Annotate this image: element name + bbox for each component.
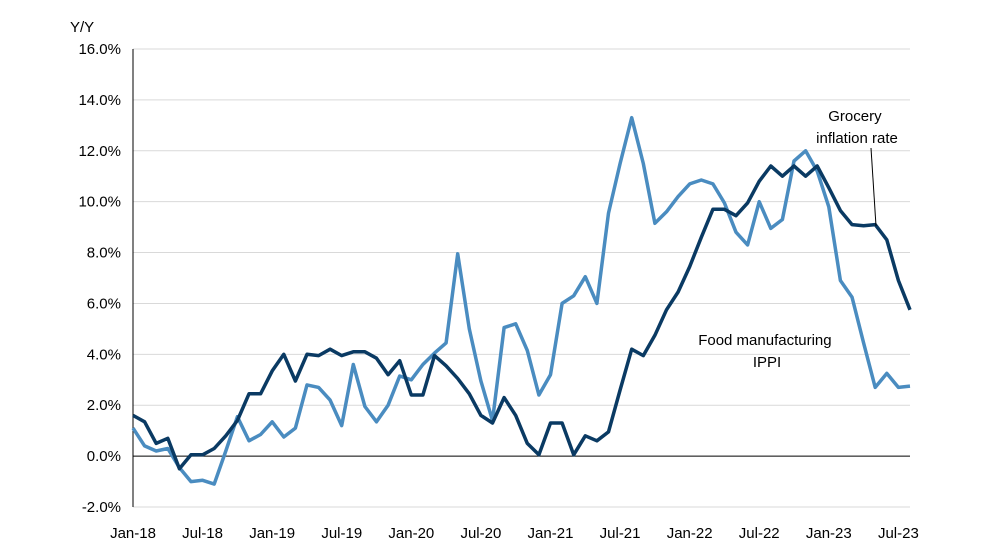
y-tick-label: 8.0% — [87, 245, 121, 262]
x-tick-label: Jan-18 — [110, 525, 156, 542]
y-tick-label: 12.0% — [78, 143, 121, 160]
annotation-ippi-line1: Food manufacturing — [698, 332, 831, 349]
x-tick-label: Jul-21 — [600, 525, 641, 542]
x-tick-label: Jul-23 — [878, 525, 919, 542]
annotation-ippi: Food manufacturing IPPI — [698, 332, 836, 371]
series-line-food-manufacturing-ippi — [131, 115, 911, 486]
series-lines — [131, 115, 912, 486]
annotation-grocery-line1: Grocery — [828, 108, 882, 125]
annotation-grocery-line2: inflation rate — [816, 130, 898, 147]
x-tick-labels: Jan-18 Jul-18 Jan-19 Jul-19 Jan-20 Jul-20 Jan-… — [110, 525, 919, 542]
y-tick-label: 4.0% — [87, 346, 121, 363]
y-axis-label: Y/Y — [70, 19, 94, 36]
y-tick-labels: -2.0% 0.0% 2.0% 4.0% 6.0% 8.0% 10.0% 12.0% 14.0%… — [78, 41, 121, 516]
series-line-grocery-inflation — [132, 164, 912, 471]
y-tick-label: 10.0% — [78, 194, 121, 211]
x-tick-label: Jul-19 — [321, 525, 362, 542]
annotation-leader-line — [870, 147, 877, 227]
x-tick-label: Jan-19 — [249, 525, 295, 542]
y-tick-label: 6.0% — [87, 295, 121, 312]
y-tick-label: 14.0% — [78, 92, 121, 109]
x-tick-label: Jul-18 — [182, 525, 223, 542]
x-tick-label: Jul-22 — [739, 525, 780, 542]
gridlines — [133, 48, 910, 508]
x-tick-label: Jan-21 — [528, 525, 574, 542]
y-tick-label: 0.0% — [87, 448, 121, 465]
y-tick-label: -2.0% — [82, 499, 121, 516]
annotation-ippi-line2: IPPI — [753, 354, 781, 371]
y-tick-label: 2.0% — [87, 397, 121, 414]
y-tick-label: 16.0% — [78, 41, 121, 58]
x-tick-label: Jan-23 — [806, 525, 852, 542]
x-tick-label: Jan-20 — [388, 525, 434, 542]
x-tick-label: Jan-22 — [667, 525, 713, 542]
x-tick-label: Jul-20 — [460, 525, 501, 542]
annotation-grocery: Grocery inflation rate — [816, 108, 898, 147]
